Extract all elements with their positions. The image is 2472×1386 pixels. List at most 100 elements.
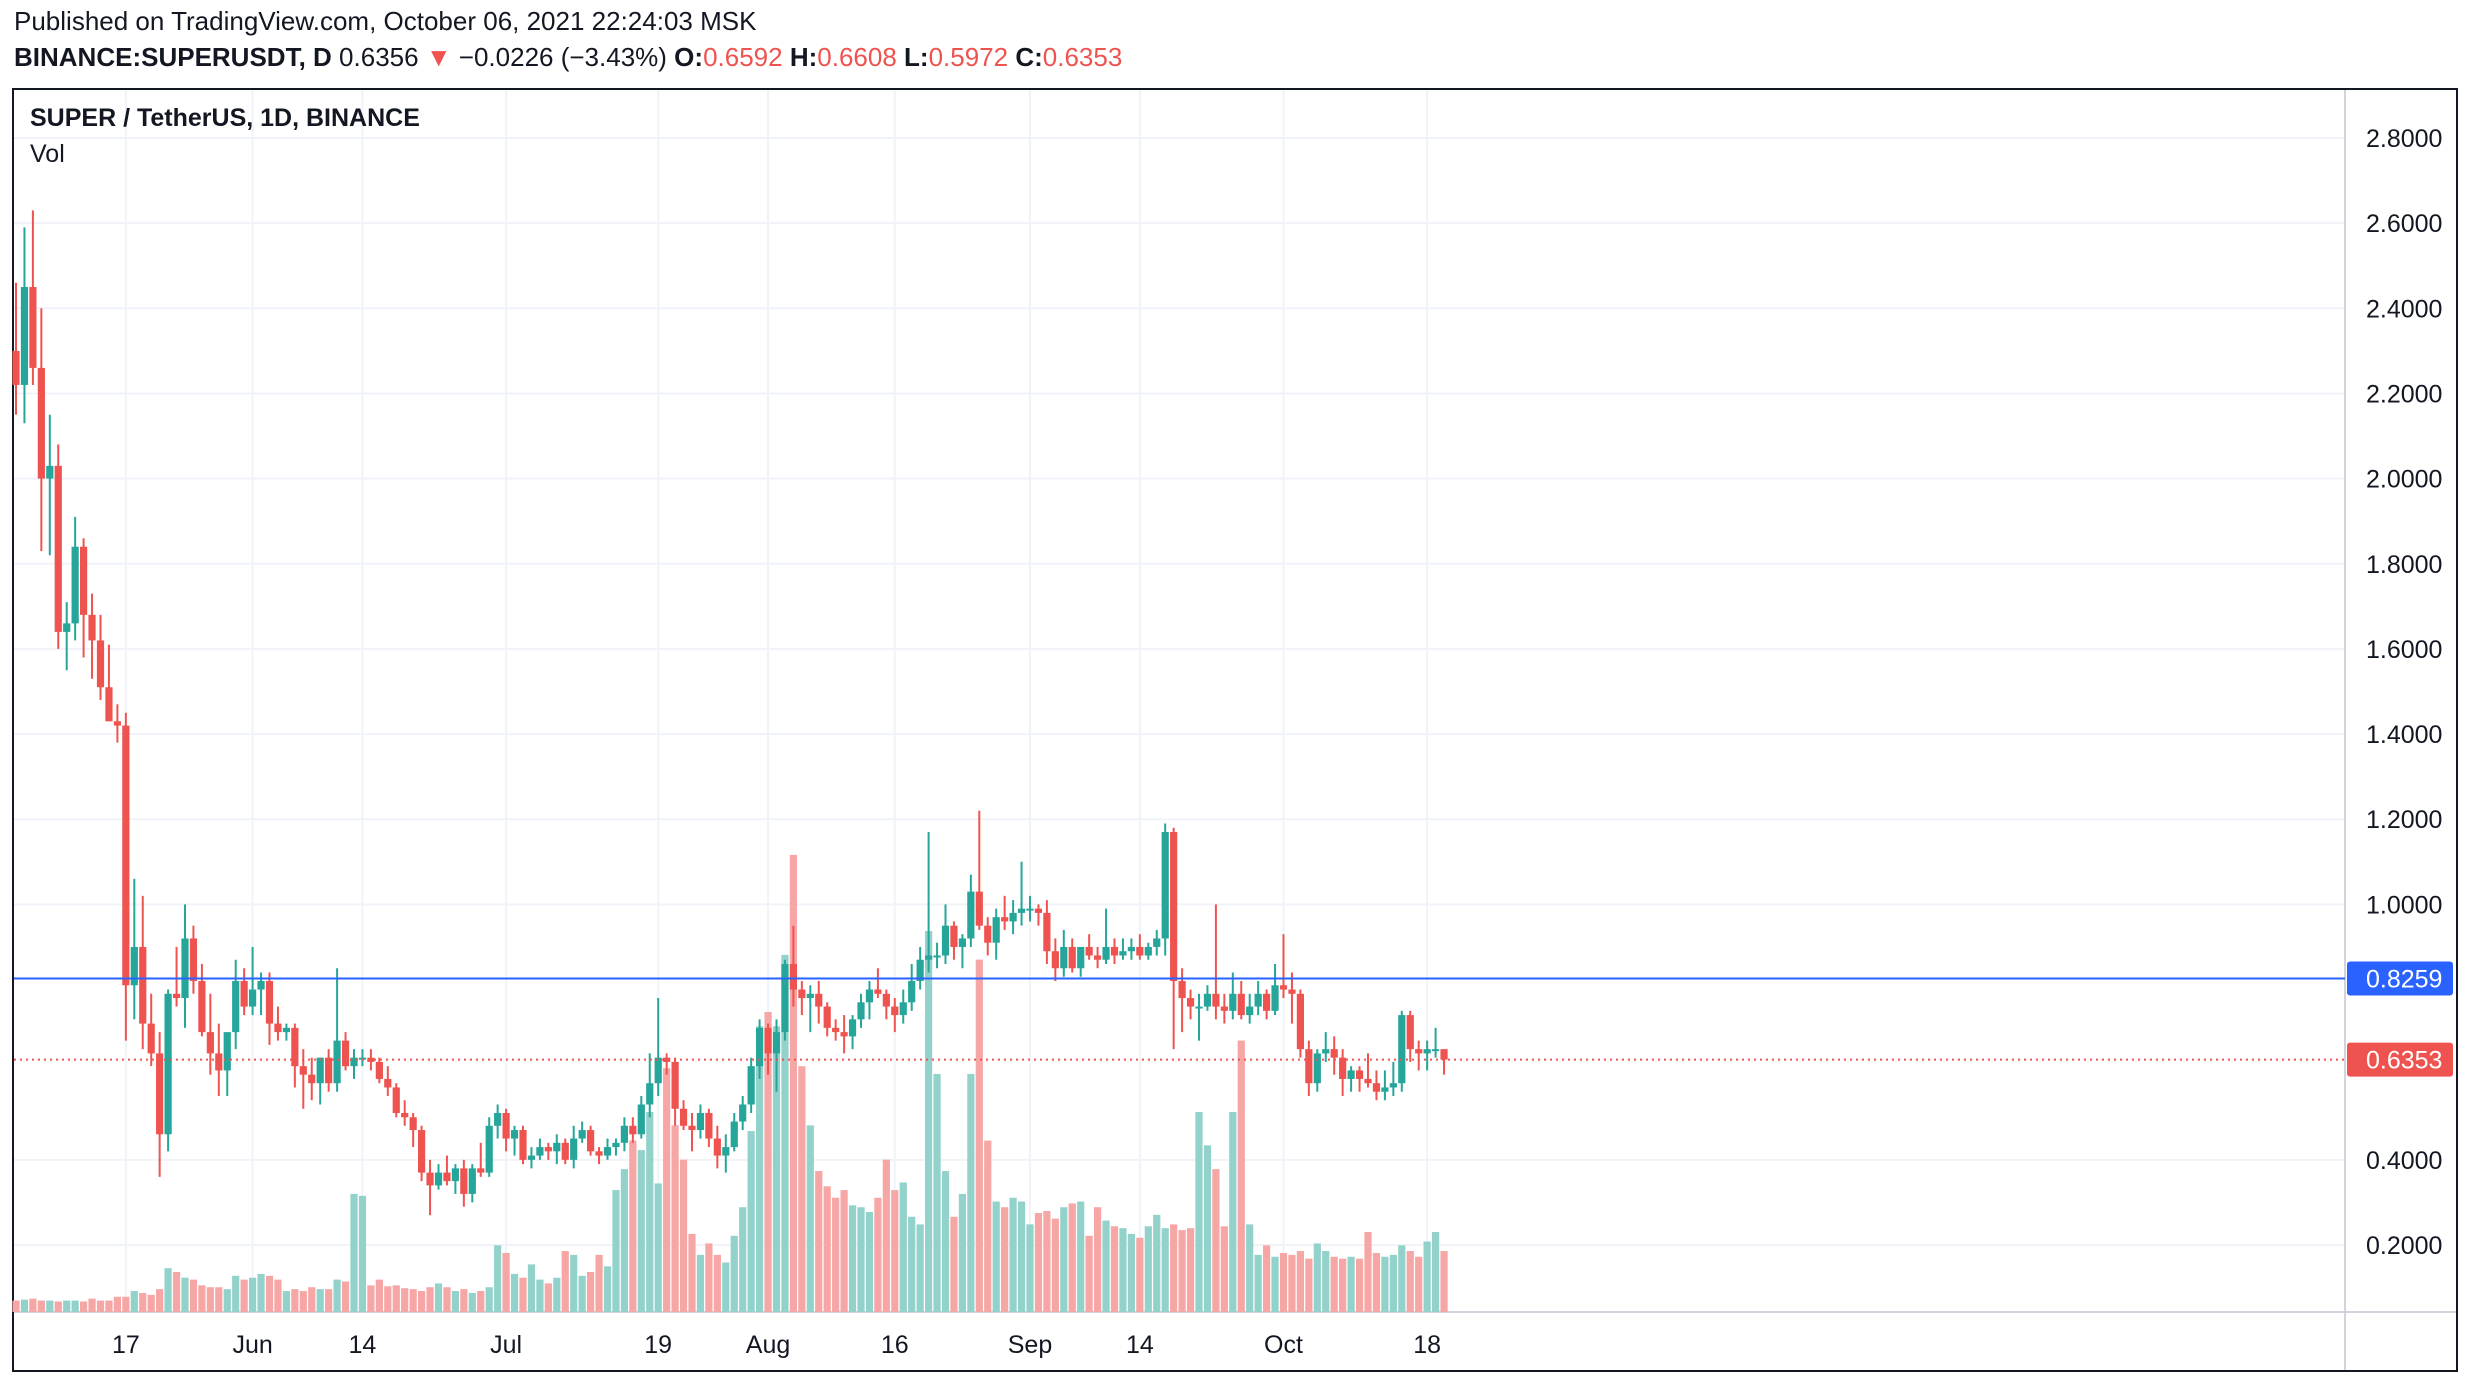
candle-body <box>1364 1078 1372 1084</box>
candle-body <box>1296 993 1304 1050</box>
volume-bar <box>570 1254 578 1312</box>
candle-body <box>147 1023 155 1054</box>
candle-body <box>1060 946 1068 969</box>
candle-body <box>12 350 20 385</box>
candle-body <box>1355 1070 1364 1079</box>
volume-bar <box>1372 1252 1381 1312</box>
candle-body <box>37 367 45 479</box>
candle-body <box>1186 998 1195 1007</box>
candle-body <box>1423 1049 1431 1054</box>
candle-body <box>519 1130 527 1160</box>
candle-body <box>671 1061 679 1109</box>
candle-body <box>1271 985 1279 1011</box>
volume-bar <box>316 1289 324 1312</box>
candle-body <box>1026 908 1034 911</box>
candle-body <box>29 287 37 368</box>
volume-bar <box>1296 1251 1304 1312</box>
volume-bar <box>1237 1040 1245 1312</box>
candle-body <box>401 1113 409 1118</box>
candle-body <box>1288 989 1296 994</box>
candle-body <box>832 1027 840 1033</box>
volume-bar <box>375 1279 383 1312</box>
candle-body <box>223 1032 231 1071</box>
last-price-tag: 0.6353 <box>2366 1047 2442 1075</box>
volume-bar <box>1279 1252 1288 1312</box>
candle-body <box>891 1006 899 1016</box>
volume-bar <box>1330 1256 1338 1312</box>
y-tick-label: 1.0000 <box>2366 891 2442 919</box>
candle-body <box>494 1113 502 1126</box>
y-tick-label: 1.2000 <box>2366 806 2442 834</box>
candle-body <box>426 1172 434 1186</box>
volume-bar <box>240 1279 248 1312</box>
candle-body <box>747 1066 755 1105</box>
volume-bar <box>1102 1220 1110 1312</box>
volume-bar <box>1271 1256 1279 1312</box>
candle-body <box>1330 1049 1338 1058</box>
candle-body <box>375 1061 383 1079</box>
candle-body <box>781 963 789 1033</box>
volume-bar <box>88 1298 96 1312</box>
volume-bar <box>341 1281 350 1312</box>
volume-bar <box>857 1207 865 1312</box>
candle-body <box>1212 993 1220 1007</box>
volume-bar <box>181 1277 189 1312</box>
volume-bar <box>705 1243 713 1312</box>
volume-bar <box>265 1275 274 1312</box>
y-tick-label: 2.2000 <box>2366 380 2442 408</box>
volume-bar <box>1077 1201 1085 1312</box>
volume-bar <box>1068 1203 1076 1312</box>
open-value: 0.6592 <box>703 42 783 72</box>
volume-bar <box>1254 1254 1262 1312</box>
candle-body <box>1440 1049 1448 1060</box>
candle-body <box>1415 1049 1423 1054</box>
candle-body <box>1017 908 1026 913</box>
candle-body <box>603 1147 612 1156</box>
candle-body <box>443 1172 451 1182</box>
candle-body <box>848 1019 857 1037</box>
candle-body <box>789 963 797 990</box>
volume-bar <box>941 1171 950 1312</box>
candle-body <box>510 1130 519 1139</box>
candle-body <box>1381 1087 1389 1092</box>
last-price: 0.6356 <box>339 42 419 72</box>
down-arrow-icon: ▼ <box>425 42 452 72</box>
candle-body <box>1077 946 1085 969</box>
candle-body <box>1322 1049 1330 1054</box>
volume-bar <box>646 1112 654 1312</box>
volume-bar <box>350 1193 358 1312</box>
candle-body <box>1094 955 1102 960</box>
volume-bar <box>249 1277 257 1312</box>
candle-body <box>1102 946 1110 960</box>
volume-bar <box>967 1073 975 1312</box>
candle-body <box>840 1032 848 1037</box>
volume-bar <box>1305 1258 1313 1312</box>
volume-bar <box>1051 1218 1059 1312</box>
candle-body <box>1347 1070 1355 1079</box>
volume-bar <box>1060 1207 1068 1312</box>
candle-body <box>139 946 147 1024</box>
volume-bar <box>1094 1207 1102 1312</box>
volume-bar <box>291 1289 299 1312</box>
candle-body <box>409 1117 417 1131</box>
candle-body <box>291 1027 299 1067</box>
candle-body <box>561 1142 569 1160</box>
candle-body <box>1009 912 1017 922</box>
y-tick-label: 1.4000 <box>2366 721 2442 749</box>
volume-bar <box>1119 1228 1127 1312</box>
volume-bar <box>747 1131 755 1312</box>
x-tick-label: 16 <box>881 1331 909 1359</box>
candle-body <box>80 546 88 615</box>
volume-bar <box>663 1068 671 1312</box>
volume-bar <box>215 1287 223 1312</box>
volume-bar <box>46 1300 54 1312</box>
candle-body <box>595 1151 603 1156</box>
level-price-tag-bg <box>2347 961 2453 996</box>
volume-bar <box>975 959 983 1312</box>
candle-body <box>815 993 823 1007</box>
y-tick-label: 0.4000 <box>2366 1147 2442 1175</box>
candle-body <box>502 1113 510 1139</box>
candle-body <box>122 725 130 986</box>
candle-body <box>257 981 265 990</box>
